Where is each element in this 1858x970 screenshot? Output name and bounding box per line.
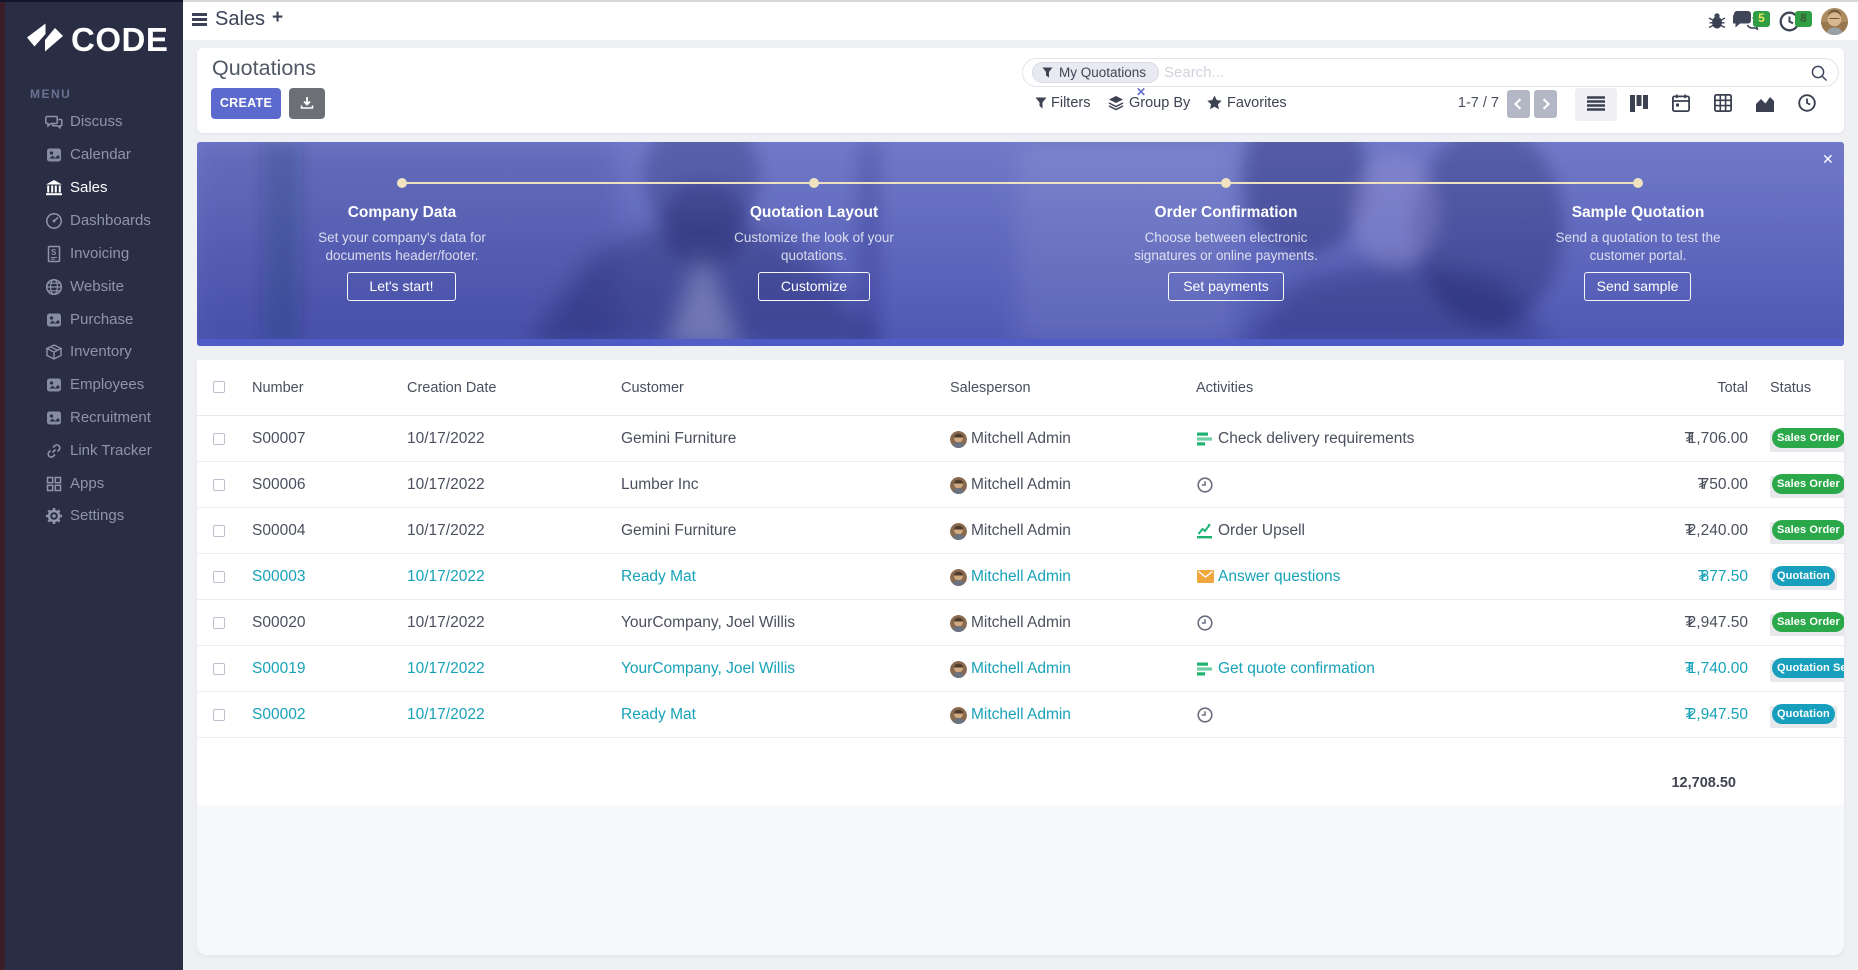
svg-text:S: S xyxy=(51,248,57,257)
